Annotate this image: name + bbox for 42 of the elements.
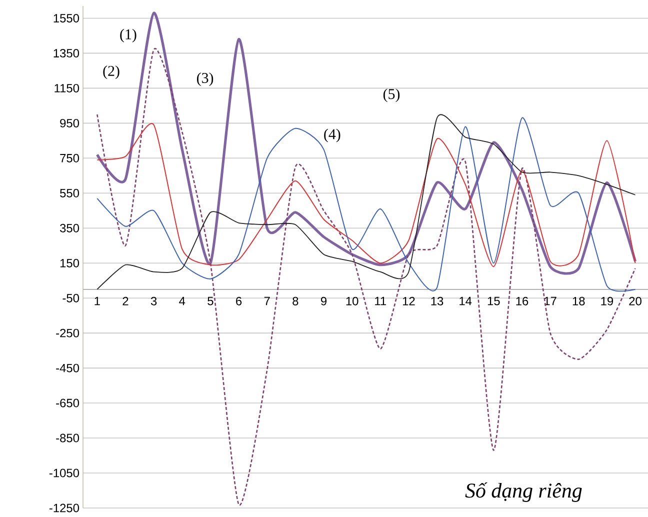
x-tick-label: 9 — [320, 296, 326, 306]
annotation: (5) — [383, 88, 400, 102]
x-tick-label: 7 — [264, 296, 270, 306]
annotation: (3) — [196, 72, 214, 86]
y-tick-label: -1050 — [49, 468, 80, 478]
y-tick-label: 750 — [60, 154, 80, 162]
y-tick-label: -1250 — [49, 504, 80, 512]
x-tick-label: 17 — [544, 296, 556, 306]
x-tick-label: 6 — [236, 296, 242, 306]
x-tick-label: 16 — [516, 296, 528, 306]
y-tick-label: 350 — [60, 224, 80, 232]
x-tick-label: 5 — [208, 296, 214, 306]
x-tick-label: 11 — [375, 296, 386, 306]
x-tick-label: 2 — [122, 296, 128, 306]
x-tick-label: 10 — [346, 296, 358, 306]
x-tick-label: 20 — [629, 296, 642, 306]
y-tick-label: 950 — [60, 118, 80, 128]
x-tick-label: 3 — [150, 296, 157, 306]
y-tick-label: -50 — [62, 294, 80, 302]
annotation: (4) — [324, 128, 340, 142]
y-tick-label: 1350 — [54, 48, 80, 58]
x-axis-title: Số dạng riêng — [465, 482, 582, 502]
y-tick-label: 550 — [60, 188, 80, 198]
x-tick-label: 13 — [431, 296, 444, 306]
annotation: (1) — [120, 28, 136, 42]
x-tick-label: 18 — [572, 296, 585, 306]
x-tick-label: 1 — [94, 296, 100, 306]
annotation: (2) — [103, 65, 120, 80]
y-tick-label: 1150 — [54, 84, 80, 92]
x-tick-label: 14 — [460, 296, 472, 306]
y-tick-label: -250 — [56, 328, 80, 338]
x-tick-label: 4 — [179, 296, 186, 306]
y-tick-label: -850 — [56, 434, 80, 442]
x-tick-label: 15 — [488, 296, 500, 306]
x-tick-label: 12 — [402, 296, 415, 306]
y-tick-label: -450 — [56, 364, 80, 372]
y-tick-label: 150 — [60, 258, 80, 268]
y-tick-label: -650 — [56, 398, 80, 408]
line-series — [96, 124, 636, 268]
y-tick-label: 1550 — [54, 14, 80, 22]
x-tick-label: 8 — [292, 296, 298, 306]
x-tick-label: 19 — [601, 296, 614, 306]
